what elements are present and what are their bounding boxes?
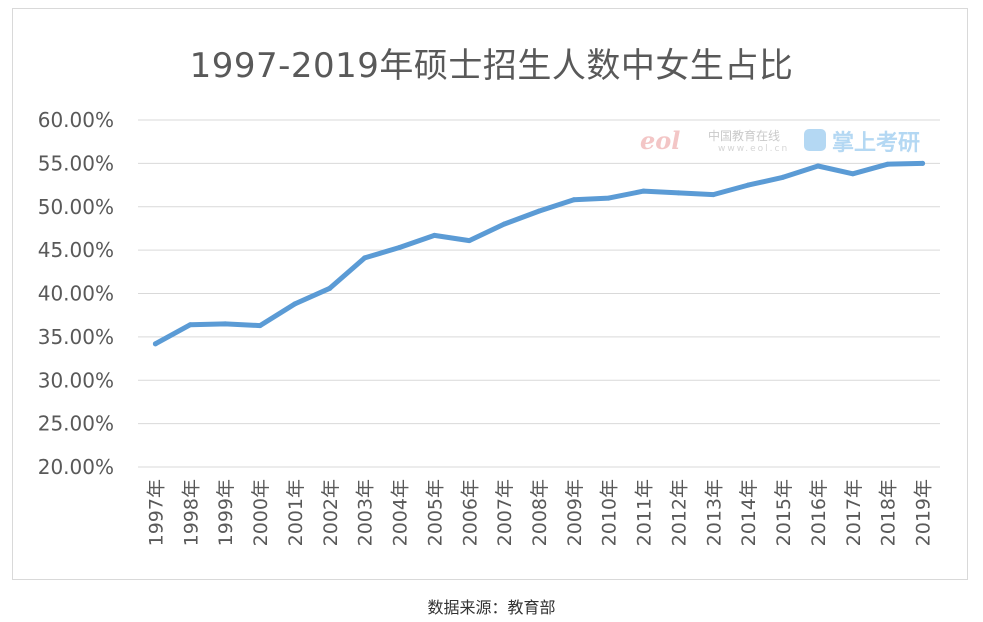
series-line bbox=[152, 160, 926, 347]
x-tick-label: 1999年 bbox=[215, 479, 237, 546]
data-point bbox=[815, 163, 821, 169]
series-group bbox=[152, 160, 926, 347]
x-axis-ticks: 1997年 1998年 1999年 2000年 2001年 2002年 2003年 2004年… bbox=[145, 479, 934, 546]
data-point bbox=[257, 323, 263, 329]
x-tick-label: 2010年 bbox=[599, 479, 621, 546]
data-point bbox=[397, 245, 403, 251]
data-point bbox=[675, 190, 681, 196]
y-tick-label: 40.00% bbox=[38, 282, 114, 306]
x-tick-label: 2005年 bbox=[424, 479, 446, 546]
x-tick-label: 2001年 bbox=[285, 479, 307, 546]
x-tick-label: 2019年 bbox=[913, 479, 935, 546]
x-tick-label: 1998年 bbox=[180, 479, 202, 546]
data-point bbox=[327, 285, 333, 291]
y-tick-label: 60.00% bbox=[38, 108, 114, 132]
y-tick-label: 50.00% bbox=[38, 195, 114, 219]
y-tick-label: 20.00% bbox=[38, 455, 114, 479]
x-tick-label: 2004年 bbox=[390, 479, 412, 546]
data-point bbox=[536, 208, 542, 214]
x-tick-label: 2012年 bbox=[668, 479, 690, 546]
x-tick-label: 2009年 bbox=[564, 479, 586, 546]
data-point bbox=[431, 232, 437, 238]
x-tick-label: 2000年 bbox=[250, 479, 272, 546]
y-tick-label: 55.00% bbox=[38, 151, 114, 175]
grid-lines bbox=[138, 119, 940, 468]
source-note: 数据来源：教育部 bbox=[427, 598, 556, 617]
data-point bbox=[362, 255, 368, 261]
y-tick-label: 30.00% bbox=[38, 368, 114, 392]
watermark-url: www.eol.cn bbox=[718, 144, 790, 154]
data-point bbox=[606, 195, 612, 201]
y-tick-label: 35.00% bbox=[38, 325, 114, 349]
data-point bbox=[920, 160, 926, 166]
data-point bbox=[780, 174, 786, 180]
x-tick-label: 2014年 bbox=[738, 479, 760, 546]
data-point bbox=[222, 321, 228, 327]
data-point bbox=[466, 238, 472, 244]
data-point bbox=[571, 197, 577, 203]
x-tick-label: 2018年 bbox=[878, 479, 900, 546]
graduation-cap-icon bbox=[804, 129, 826, 151]
y-tick-label: 25.00% bbox=[38, 412, 114, 436]
data-point bbox=[187, 322, 193, 328]
data-point bbox=[710, 192, 716, 198]
x-tick-label: 2008年 bbox=[529, 479, 551, 546]
data-point bbox=[501, 221, 507, 227]
x-tick-label: 2006年 bbox=[459, 479, 481, 546]
watermark: eol 中国教育在线 www.eol.cn 掌上考研 bbox=[640, 124, 940, 160]
data-point bbox=[885, 161, 891, 167]
data-point bbox=[641, 188, 647, 194]
x-tick-label: 2016年 bbox=[808, 479, 830, 546]
x-tick-label: 2015年 bbox=[773, 479, 795, 546]
x-tick-label: 2013年 bbox=[703, 479, 725, 546]
chart-title: 1997-2019年硕士招生人数中女生占比 bbox=[189, 46, 794, 86]
x-tick-label: 2007年 bbox=[494, 479, 516, 546]
x-tick-label: 2011年 bbox=[634, 479, 656, 546]
y-axis-ticks: 20.00% 25.00% 30.00% 35.00% 40.00% 45.00% 50.0… bbox=[38, 108, 114, 479]
x-tick-label: 1997年 bbox=[145, 479, 167, 546]
data-point bbox=[292, 301, 298, 307]
y-tick-label: 45.00% bbox=[38, 238, 114, 262]
x-tick-label: 2017年 bbox=[843, 479, 865, 546]
x-tick-label: 2002年 bbox=[320, 479, 342, 546]
watermark-brand: 掌上考研 bbox=[832, 131, 921, 156]
watermark-cn-name: 中国教育在线 bbox=[708, 129, 781, 143]
watermark-eol-logo: eol bbox=[640, 126, 681, 155]
data-point bbox=[745, 182, 751, 188]
data-point bbox=[152, 341, 158, 347]
x-tick-label: 2003年 bbox=[355, 479, 377, 546]
data-point bbox=[850, 171, 856, 177]
